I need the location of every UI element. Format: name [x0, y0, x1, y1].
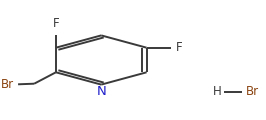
Text: F: F [176, 41, 182, 54]
Text: H: H [213, 85, 221, 98]
Text: N: N [96, 85, 106, 98]
Text: F: F [53, 17, 59, 30]
Text: Br: Br [1, 78, 14, 91]
Text: Br: Br [246, 85, 259, 98]
